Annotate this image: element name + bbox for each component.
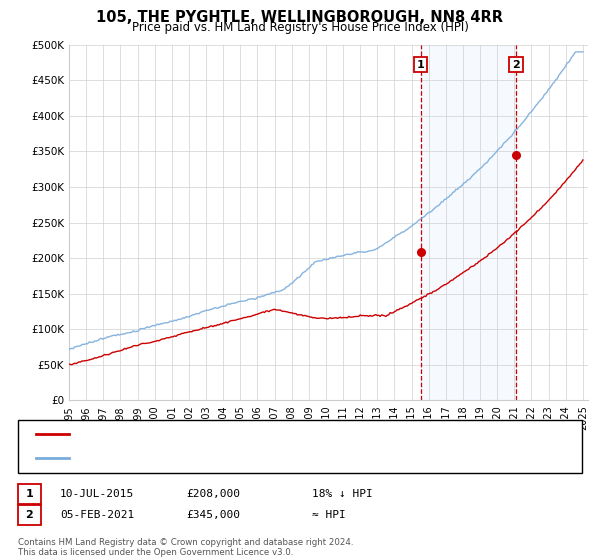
Text: Price paid vs. HM Land Registry's House Price Index (HPI): Price paid vs. HM Land Registry's House … (131, 21, 469, 34)
Text: 105, THE PYGHTLE, WELLINGBOROUGH, NN8 4RR: 105, THE PYGHTLE, WELLINGBOROUGH, NN8 4R… (97, 10, 503, 25)
Text: 2: 2 (512, 60, 520, 69)
Text: £208,000: £208,000 (186, 489, 240, 499)
Text: £345,000: £345,000 (186, 510, 240, 520)
Text: 2: 2 (26, 510, 33, 520)
Bar (421, 45, 516, 400)
Text: HPI: Average price, detached house, North Northamptonshire: HPI: Average price, detached house, Nort… (78, 453, 398, 463)
Text: ≈ HPI: ≈ HPI (312, 510, 346, 520)
Text: 1: 1 (26, 489, 33, 499)
Text: 18% ↓ HPI: 18% ↓ HPI (312, 489, 373, 499)
Text: 1: 1 (417, 60, 425, 69)
Text: 10-JUL-2015: 10-JUL-2015 (60, 489, 134, 499)
Text: 105, THE PYGHTLE, WELLINGBOROUGH, NN8 4RR (detached house): 105, THE PYGHTLE, WELLINGBOROUGH, NN8 4R… (78, 429, 430, 439)
Text: 05-FEB-2021: 05-FEB-2021 (60, 510, 134, 520)
Text: Contains HM Land Registry data © Crown copyright and database right 2024.
This d: Contains HM Land Registry data © Crown c… (18, 538, 353, 557)
